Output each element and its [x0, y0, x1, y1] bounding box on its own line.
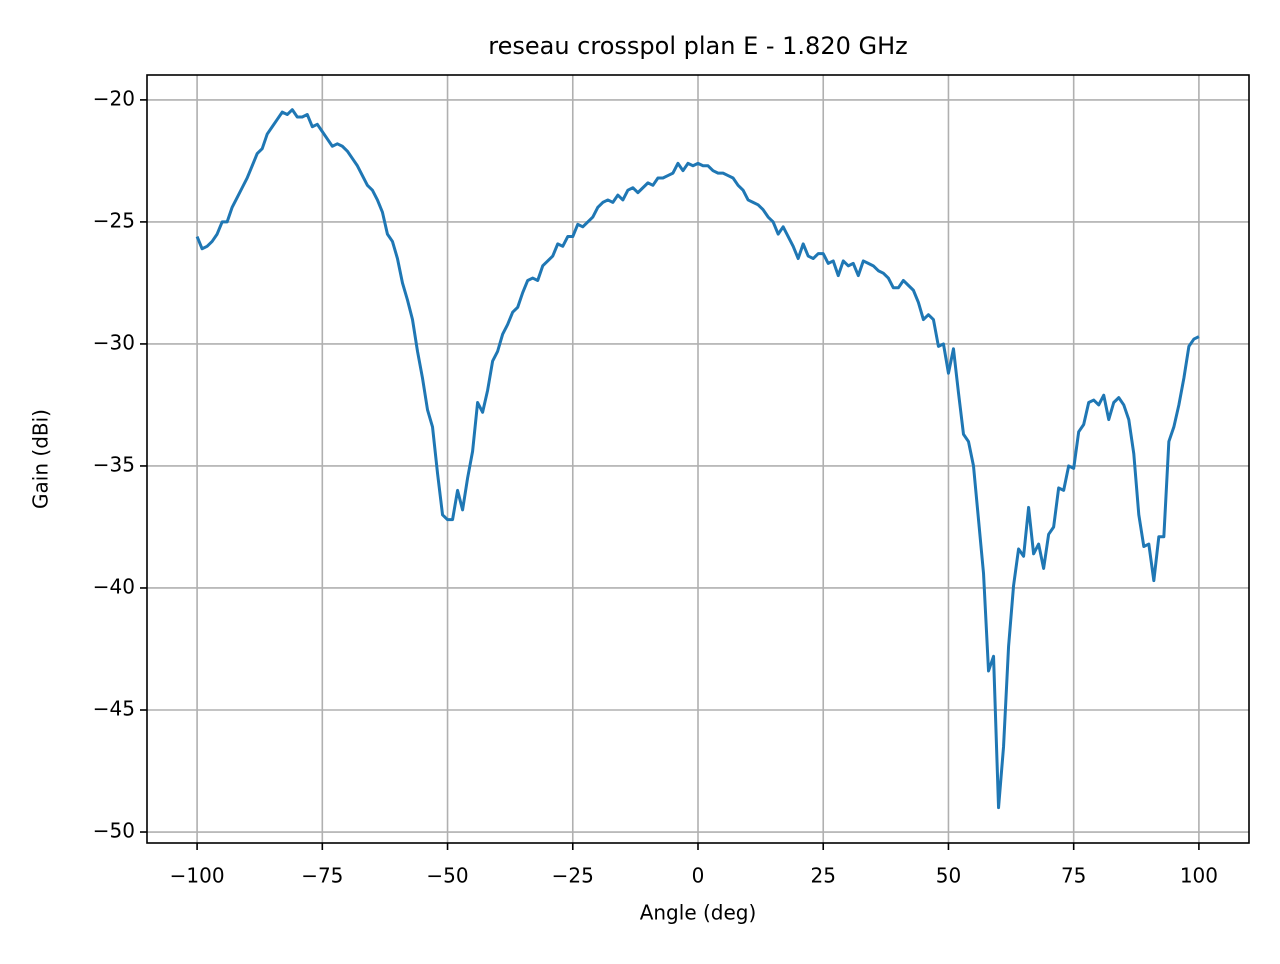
y-tick-label: −50	[93, 819, 135, 843]
x-tick-label: 100	[1180, 864, 1218, 888]
x-tick-label: −75	[301, 864, 343, 888]
x-tick-label: 75	[1061, 864, 1086, 888]
x-tick-label: −25	[552, 864, 594, 888]
y-tick-label: −25	[93, 208, 135, 232]
data-line	[195, 108, 1200, 810]
x-tick-label: −100	[170, 864, 225, 888]
x-tick-label: −50	[426, 864, 468, 888]
y-tick-label: −35	[93, 452, 135, 476]
y-tick-label: −30	[93, 330, 135, 354]
y-axis-label: Gain (dBi)	[29, 409, 53, 509]
chart-title: reseau crosspol plan E - 1.820 GHz	[488, 32, 907, 60]
y-tick-label: −45	[93, 696, 135, 720]
x-tick-label: 50	[936, 864, 961, 888]
y-tick-label: −20	[93, 86, 135, 110]
x-tick-label: 0	[692, 864, 705, 888]
y-tick-label: −40	[93, 574, 135, 598]
x-axis-label: Angle (deg)	[640, 901, 757, 925]
x-tick-label: 25	[811, 864, 836, 888]
plot-frame	[146, 74, 1250, 844]
